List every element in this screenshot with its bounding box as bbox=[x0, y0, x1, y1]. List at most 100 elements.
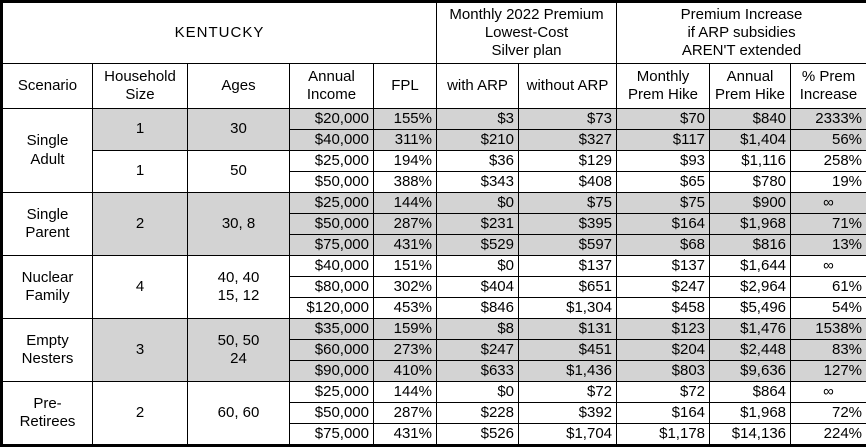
fpl-cell: 144% bbox=[374, 382, 437, 403]
table-row: Nuclear Family 4 40, 40 15, 12 $40,000 1… bbox=[2, 256, 866, 277]
without-arp-cell: $651 bbox=[519, 277, 617, 298]
annual-hike-cell: $2,448 bbox=[710, 340, 791, 361]
without-arp-cell: $137 bbox=[519, 256, 617, 277]
monthly-hike-cell: $247 bbox=[617, 277, 710, 298]
monthly-hike-cell: $204 bbox=[617, 340, 710, 361]
monthly-hike-cell: $75 bbox=[617, 193, 710, 214]
without-arp-cell: $75 bbox=[519, 193, 617, 214]
pct-increase-cell: ∞ bbox=[791, 382, 866, 403]
with-arp-cell: $8 bbox=[437, 319, 519, 340]
ages-cell: 50 bbox=[188, 151, 290, 193]
ages-cell: 50, 50 24 bbox=[188, 319, 290, 382]
income-cell: $25,000 bbox=[290, 151, 374, 172]
fpl-cell: 453% bbox=[374, 298, 437, 319]
annual-hike-cell: $1,968 bbox=[710, 214, 791, 235]
scenario-cell: Pre- Retirees bbox=[2, 382, 93, 446]
premium-section-header: Monthly 2022 Premium Lowest-Cost Silver … bbox=[437, 2, 617, 64]
annual-hike-cell: $780 bbox=[710, 172, 791, 193]
monthly-hike-cell: $117 bbox=[617, 130, 710, 151]
annual-hike-cell: $1,644 bbox=[710, 256, 791, 277]
income-cell: $40,000 bbox=[290, 256, 374, 277]
table-row: Single Adult 1 30 $20,000 155% $3 $73 $7… bbox=[2, 109, 866, 130]
annual-hike-cell: $864 bbox=[710, 382, 791, 403]
monthly-hike-cell: $70 bbox=[617, 109, 710, 130]
table-title: KENTUCKY bbox=[2, 2, 437, 64]
scenario-cell: Single Adult bbox=[2, 109, 93, 193]
fpl-cell: 311% bbox=[374, 130, 437, 151]
income-cell: $60,000 bbox=[290, 340, 374, 361]
fpl-cell: 302% bbox=[374, 277, 437, 298]
col-header-ages: Ages bbox=[188, 64, 290, 109]
income-cell: $50,000 bbox=[290, 403, 374, 424]
without-arp-cell: $395 bbox=[519, 214, 617, 235]
without-arp-cell: $1,304 bbox=[519, 298, 617, 319]
annual-hike-cell: $2,964 bbox=[710, 277, 791, 298]
table-row: Single Parent 2 30, 8 $25,000 144% $0 $7… bbox=[2, 193, 866, 214]
with-arp-cell: $0 bbox=[437, 256, 519, 277]
without-arp-cell: $72 bbox=[519, 382, 617, 403]
annual-hike-cell: $5,496 bbox=[710, 298, 791, 319]
income-cell: $20,000 bbox=[290, 109, 374, 130]
with-arp-cell: $247 bbox=[437, 340, 519, 361]
fpl-cell: 431% bbox=[374, 235, 437, 256]
fpl-cell: 155% bbox=[374, 109, 437, 130]
annual-hike-cell: $1,968 bbox=[710, 403, 791, 424]
col-header-household-size: Household Size bbox=[93, 64, 188, 109]
income-cell: $50,000 bbox=[290, 214, 374, 235]
col-header-annual-prem-hike: Annual Prem Hike bbox=[710, 64, 791, 109]
household-size-cell: 2 bbox=[93, 382, 188, 446]
annual-hike-cell: $9,636 bbox=[710, 361, 791, 382]
without-arp-cell: $408 bbox=[519, 172, 617, 193]
income-cell: $90,000 bbox=[290, 361, 374, 382]
pct-increase-cell: 1538% bbox=[791, 319, 866, 340]
with-arp-cell: $36 bbox=[437, 151, 519, 172]
household-size-cell: 1 bbox=[93, 151, 188, 193]
with-arp-cell: $633 bbox=[437, 361, 519, 382]
monthly-hike-cell: $72 bbox=[617, 382, 710, 403]
pct-increase-cell: 83% bbox=[791, 340, 866, 361]
monthly-hike-cell: $65 bbox=[617, 172, 710, 193]
col-header-with-arp: with ARP bbox=[437, 64, 519, 109]
pct-increase-cell: 72% bbox=[791, 403, 866, 424]
monthly-hike-cell: $123 bbox=[617, 319, 710, 340]
without-arp-cell: $73 bbox=[519, 109, 617, 130]
fpl-cell: 287% bbox=[374, 214, 437, 235]
fpl-cell: 410% bbox=[374, 361, 437, 382]
income-cell: $25,000 bbox=[290, 193, 374, 214]
household-size-cell: 2 bbox=[93, 193, 188, 256]
col-header-without-arp: without ARP bbox=[519, 64, 617, 109]
without-arp-cell: $597 bbox=[519, 235, 617, 256]
income-cell: $120,000 bbox=[290, 298, 374, 319]
with-arp-cell: $404 bbox=[437, 277, 519, 298]
fpl-cell: 159% bbox=[374, 319, 437, 340]
pct-increase-cell: 127% bbox=[791, 361, 866, 382]
pct-increase-cell: 258% bbox=[791, 151, 866, 172]
with-arp-cell: $3 bbox=[437, 109, 519, 130]
pct-increase-cell: 2333% bbox=[791, 109, 866, 130]
household-size-cell: 1 bbox=[93, 109, 188, 151]
income-cell: $75,000 bbox=[290, 235, 374, 256]
household-size-cell: 4 bbox=[93, 256, 188, 319]
annual-hike-cell: $1,116 bbox=[710, 151, 791, 172]
annual-hike-cell: $816 bbox=[710, 235, 791, 256]
without-arp-cell: $451 bbox=[519, 340, 617, 361]
ages-cell: 60, 60 bbox=[188, 382, 290, 446]
scenario-cell: Single Parent bbox=[2, 193, 93, 256]
with-arp-cell: $0 bbox=[437, 193, 519, 214]
pct-increase-cell: 61% bbox=[791, 277, 866, 298]
col-header-fpl: FPL bbox=[374, 64, 437, 109]
without-arp-cell: $129 bbox=[519, 151, 617, 172]
increase-section-header: Premium Increase if ARP subsidies AREN'T… bbox=[617, 2, 866, 64]
fpl-cell: 388% bbox=[374, 172, 437, 193]
fpl-cell: 151% bbox=[374, 256, 437, 277]
column-header-row: Scenario Household Size Ages Annual Inco… bbox=[2, 64, 866, 109]
monthly-hike-cell: $93 bbox=[617, 151, 710, 172]
fpl-cell: 273% bbox=[374, 340, 437, 361]
fpl-cell: 194% bbox=[374, 151, 437, 172]
with-arp-cell: $0 bbox=[437, 382, 519, 403]
table-row: Pre- Retirees 2 60, 60 $25,000 144% $0 $… bbox=[2, 382, 866, 403]
annual-hike-cell: $900 bbox=[710, 193, 791, 214]
annual-hike-cell: $1,404 bbox=[710, 130, 791, 151]
table-row: Empty Nesters 3 50, 50 24 $35,000 159% $… bbox=[2, 319, 866, 340]
pct-increase-cell: 13% bbox=[791, 235, 866, 256]
